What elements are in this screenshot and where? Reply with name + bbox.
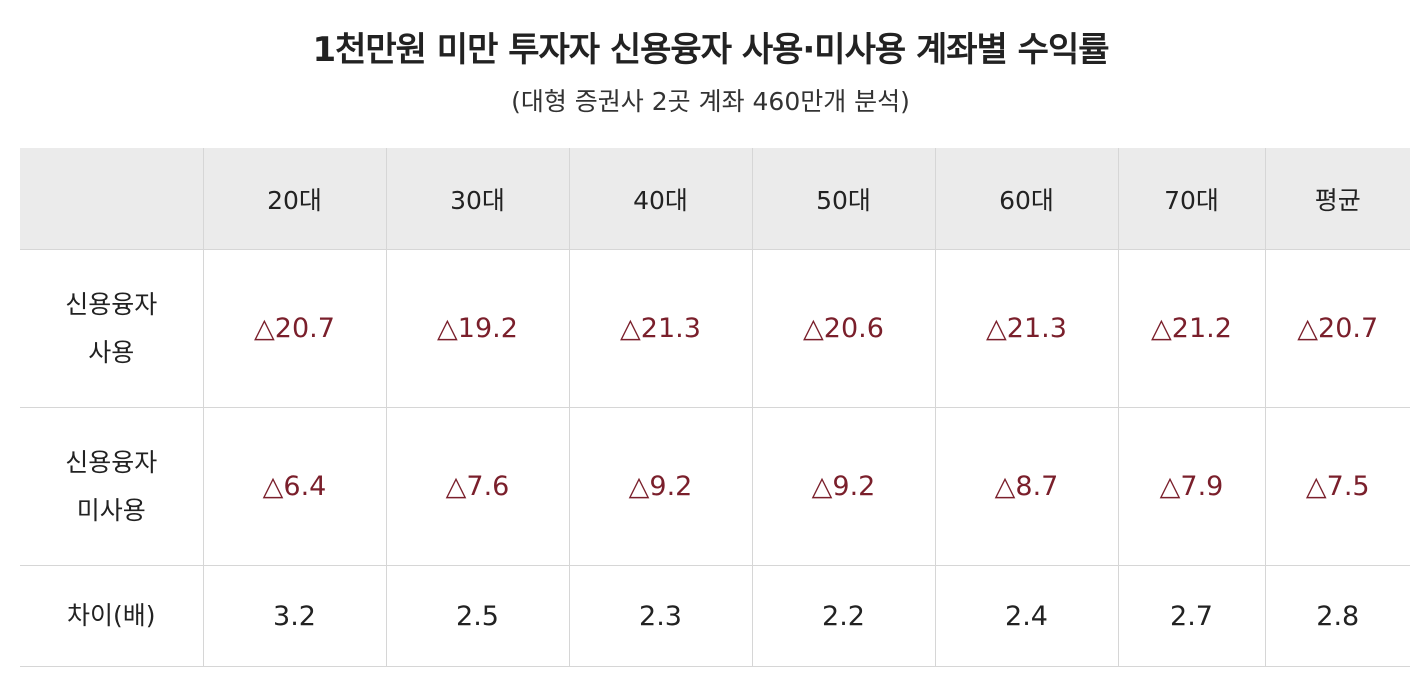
value-cell: △7.9 [1117, 407, 1265, 566]
column-header: 평균 [1264, 148, 1410, 250]
value-cell: △20.6 [751, 249, 935, 408]
row-label-line: 차이(배) [66, 601, 156, 631]
column-header: 50대 [751, 148, 935, 250]
value-cell: △21.3 [568, 249, 752, 408]
value-cell: 2.4 [934, 565, 1118, 667]
row-label-line: 사용 [88, 337, 135, 367]
value-cell: △20.7 [1264, 249, 1410, 408]
table: 20대 30대 40대 50대 60대 70대 평균 신용융자 사용 △20.7 △19.2 △21… [20, 148, 1410, 667]
value-cell: △21.2 [1117, 249, 1265, 408]
value-cell: △19.2 [385, 249, 569, 408]
value-cell: △9.2 [568, 407, 752, 566]
column-header: 40대 [568, 148, 752, 250]
row-label-line: 신용융자 [65, 448, 158, 477]
column-header: 20대 [202, 148, 386, 250]
column-header: 70대 [1117, 148, 1265, 250]
column-header: 60대 [934, 148, 1118, 250]
value-cell: △7.5 [1264, 407, 1410, 566]
table-row: 신용융자 사용 △20.7 △19.2 △21.3 △20.6 △21.3 △21.2 △20.… [20, 249, 1410, 408]
corner-cell [20, 148, 203, 250]
value-cell: △21.3 [934, 249, 1118, 408]
row-label-line: 신용융자 [65, 290, 158, 319]
value-cell: △8.7 [934, 407, 1118, 566]
value-cell: 3.2 [202, 565, 386, 667]
subtitle: (대형 증권사 2곳 계좌 460만개 분석) [511, 87, 910, 116]
table-row: 신용융자 미사용 △6.4 △7.6 △9.2 △9.2 △8.7 △7.9 △7.5 [20, 407, 1410, 566]
column-header: 30대 [385, 148, 569, 250]
header-row: 20대 30대 40대 50대 60대 70대 평균 [20, 148, 1410, 250]
value-cell: △7.6 [385, 407, 569, 566]
value-cell: △9.2 [751, 407, 935, 566]
table-body: 신용융자 사용 △20.7 △19.2 △21.3 △20.6 △21.3 △21.2 △20.… [20, 249, 1410, 667]
value-cell: 2.8 [1264, 565, 1410, 667]
value-cell: 2.2 [751, 565, 935, 667]
row-label: 차이(배) [20, 565, 203, 667]
table-row: 차이(배) 3.2 2.5 2.3 2.2 2.4 2.7 2.8 [20, 565, 1410, 667]
value-cell: 2.5 [385, 565, 569, 667]
value-cell: 2.3 [568, 565, 752, 667]
value-cell: 2.7 [1117, 565, 1265, 667]
value-cell: △20.7 [202, 249, 386, 408]
value-cell: △6.4 [202, 407, 386, 566]
row-label-line: 미사용 [76, 495, 146, 525]
title: 1천만원 미만 투자자 신용융자 사용·미사용 계좌별 수익률 [312, 30, 1109, 70]
